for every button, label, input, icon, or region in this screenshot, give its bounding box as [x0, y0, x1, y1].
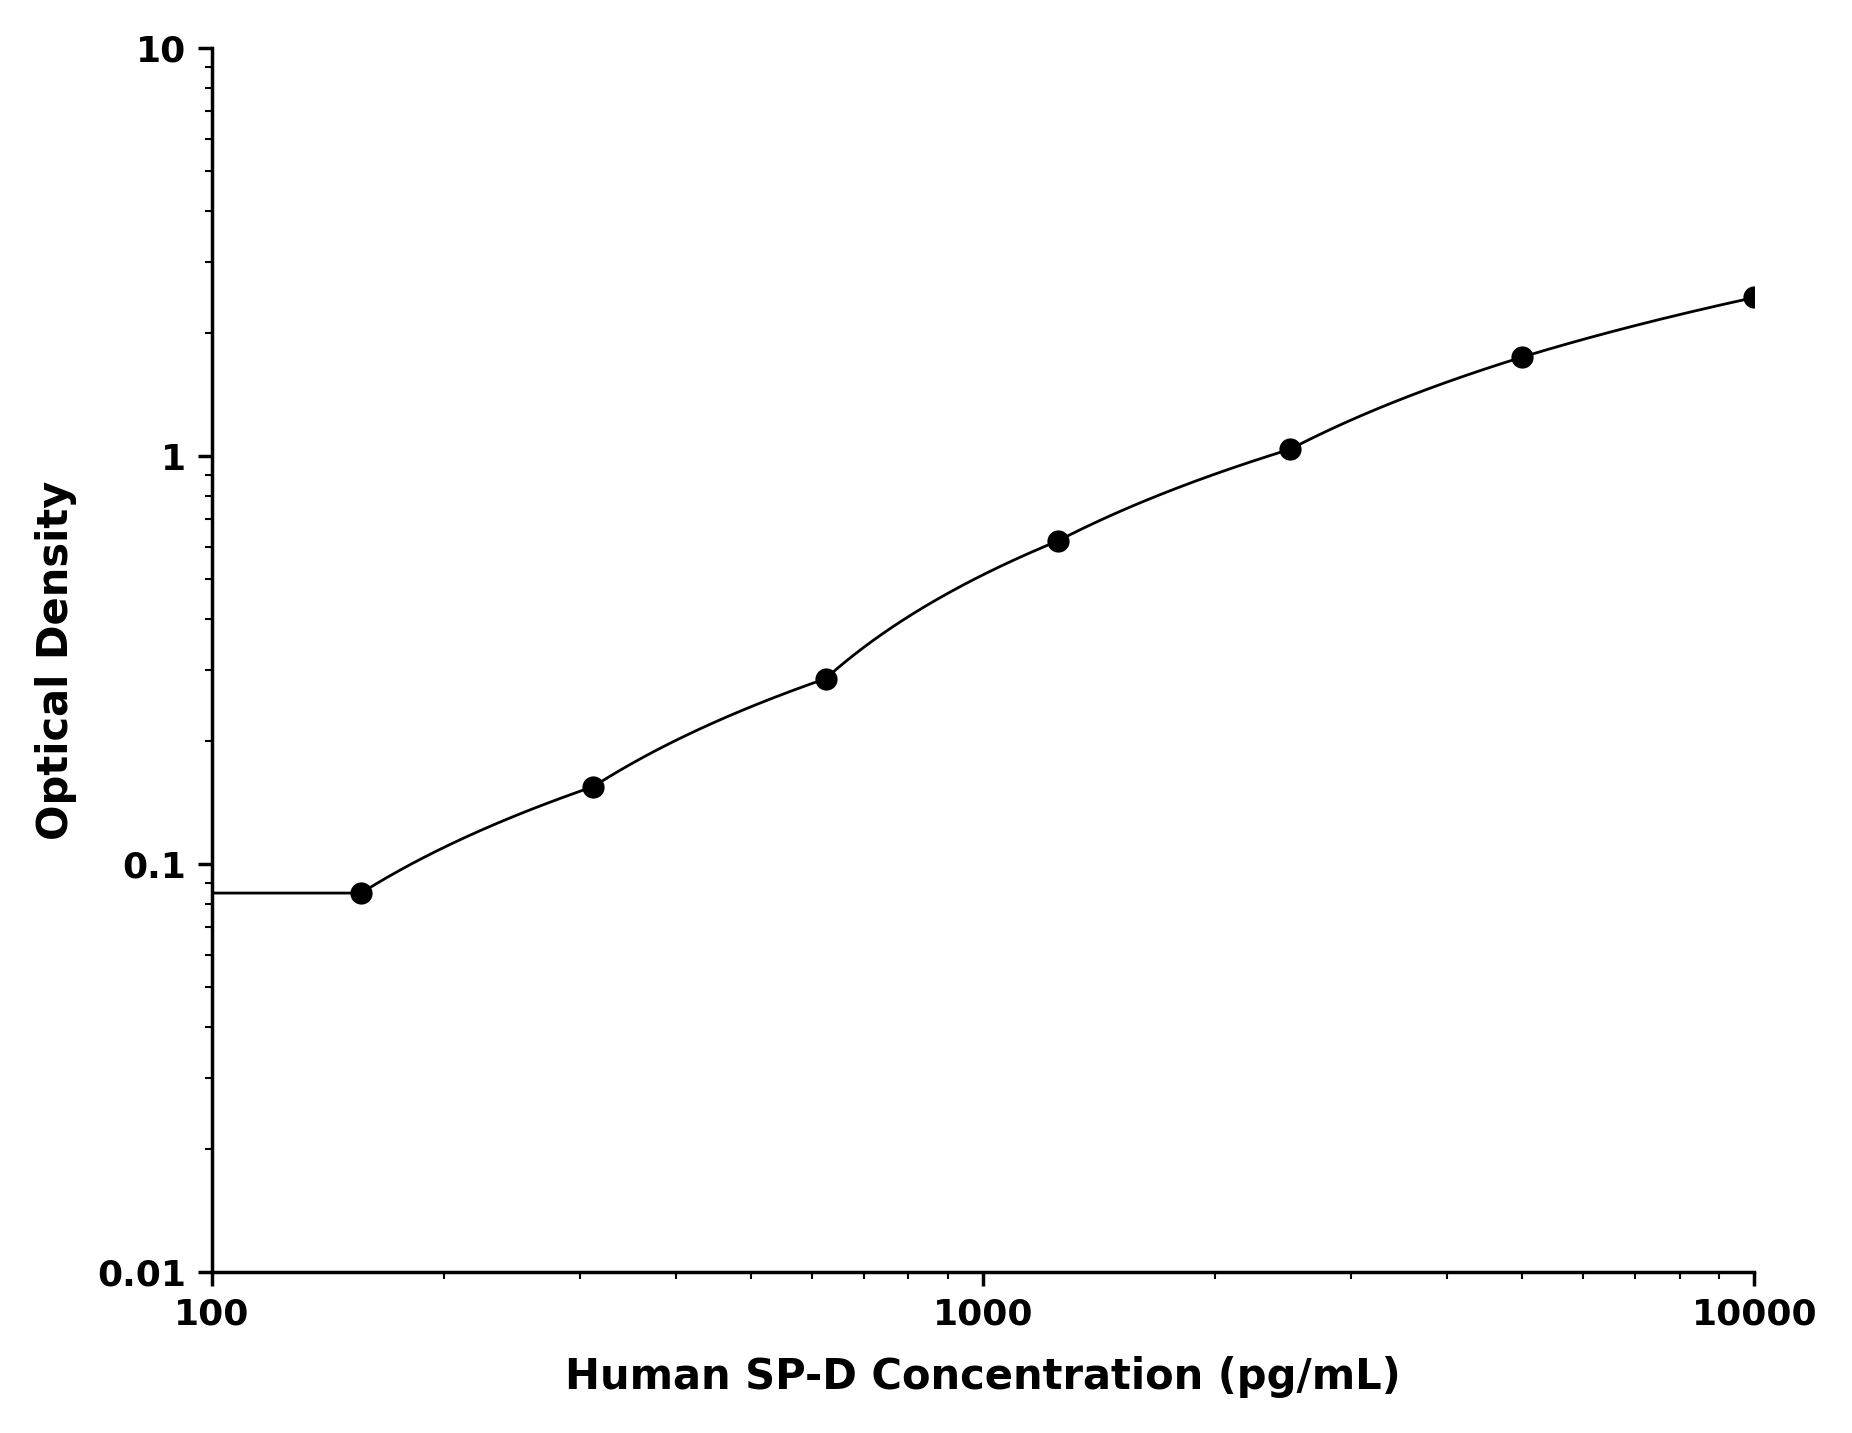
Point	[1508, 345, 1537, 368]
Y-axis label: Optical Density: Optical Density	[35, 480, 76, 840]
Point	[346, 881, 376, 904]
Point	[1043, 529, 1072, 552]
X-axis label: Human SP-D Concentration (pg/mL): Human SP-D Concentration (pg/mL)	[565, 1356, 1400, 1399]
Point	[1276, 438, 1306, 461]
Point	[1739, 287, 1769, 310]
Point	[578, 775, 607, 798]
Point	[811, 668, 841, 691]
